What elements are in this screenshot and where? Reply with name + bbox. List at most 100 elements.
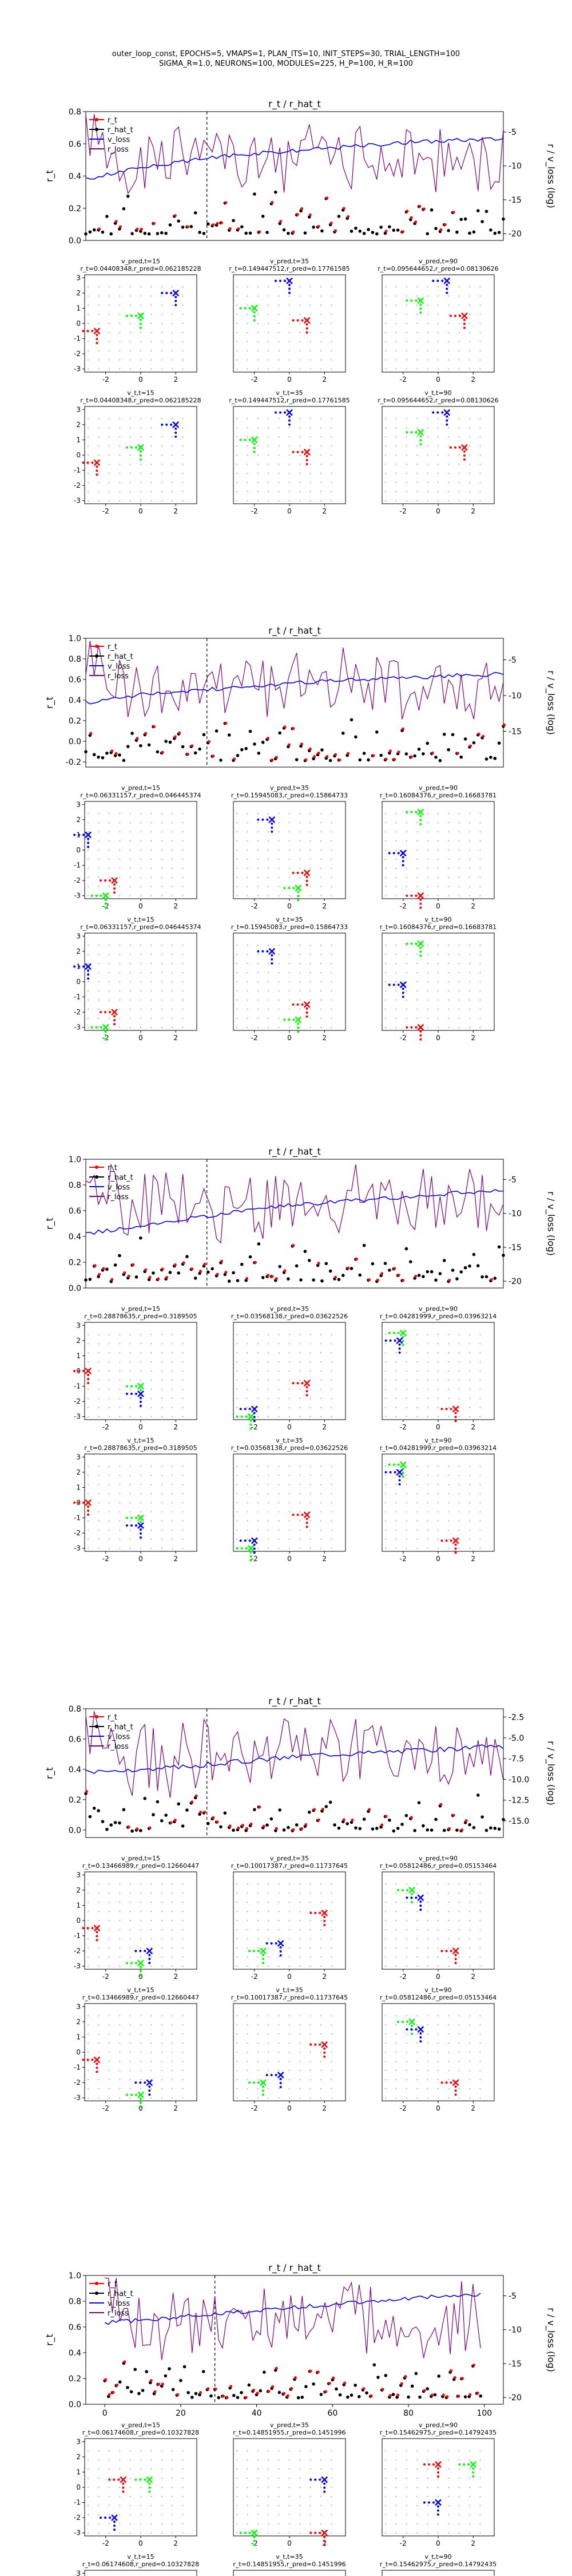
marker-trail-blue — [288, 423, 291, 426]
r-hat-t-point — [232, 1271, 235, 1275]
scatter-x-tick-label: -2 — [102, 1034, 109, 1042]
y-tick-label: 0.0 — [69, 2400, 81, 2409]
lattice-dot — [331, 350, 332, 351]
lattice-dot — [331, 454, 332, 456]
lattice-dot — [119, 2015, 121, 2017]
scatter-y-tick-label: 3 — [76, 932, 81, 940]
lattice-dot — [437, 331, 439, 334]
lattice-dot — [161, 2015, 162, 2017]
lattice-dot — [236, 822, 238, 824]
lattice-dot — [268, 2069, 269, 2071]
lattice-dot — [268, 954, 269, 955]
r-hat-t-point — [493, 1277, 497, 1280]
lattice-dot — [469, 954, 471, 955]
lattice-dot — [320, 831, 322, 833]
r-t-point — [384, 1815, 388, 1818]
scatter-x-tick-label: 2 — [322, 2539, 327, 2547]
lattice-dot — [458, 2523, 460, 2524]
lattice-dot — [479, 1465, 481, 1467]
lattice-dot — [247, 849, 248, 851]
lattice-dot — [288, 813, 291, 815]
lattice-dot — [257, 849, 259, 851]
lattice-dot — [448, 2069, 450, 2071]
lattice-dot — [437, 1484, 439, 1485]
marker-trail-red — [305, 1015, 308, 1018]
chart-block-3: r_t / r_hat_t0.00.20.40.60.81.0r_t-5-10-… — [44, 1146, 557, 1563]
lattice-dot — [172, 840, 173, 842]
lattice-dot — [278, 876, 280, 878]
lattice-dot — [479, 2477, 481, 2479]
marker-trail-red — [108, 2478, 111, 2481]
scatter-x-tick-label: 2 — [173, 1423, 178, 1431]
lattice-dot — [182, 2468, 184, 2470]
r-t-point — [207, 740, 210, 744]
lattice-dot — [182, 1883, 184, 1885]
lattice-dot — [309, 858, 311, 860]
marker-trail-red — [87, 1510, 90, 1512]
r-hat-t-point — [194, 2392, 198, 2396]
marker-trail-green — [419, 815, 422, 817]
lattice-dot — [299, 445, 301, 447]
marker-trail-green — [402, 1336, 404, 1338]
marker-trail-blue — [78, 833, 81, 836]
lattice-dot — [182, 500, 184, 501]
r-hat-t-point — [143, 231, 147, 235]
marker-x-green — [251, 305, 258, 312]
r-hat-t-point — [371, 231, 375, 234]
scatter-subtitle: r_t=0.03568138,r_pred=0.03622526 — [231, 1313, 348, 1320]
lattice-dot — [437, 1334, 439, 1336]
lattice-dot — [299, 1529, 301, 1531]
r-t-point — [300, 1827, 304, 1831]
r-hat-t-point — [244, 231, 248, 235]
lattice-dot — [479, 2504, 481, 2506]
r-loss-line — [105, 2277, 481, 2360]
lattice-dot — [129, 1902, 131, 1903]
marker-trail-red — [292, 1003, 295, 1006]
lattice-dot — [479, 2486, 481, 2488]
r-hat-t-point — [177, 219, 181, 223]
lattice-dot — [247, 2514, 248, 2515]
lattice-dot — [320, 368, 322, 370]
lattice-dot — [150, 1511, 152, 1513]
scatter-y-tick-label: 3 — [76, 274, 81, 282]
lattice-dot — [161, 331, 162, 334]
lattice-dot — [309, 2079, 311, 2080]
lattice-dot — [448, 1343, 450, 1345]
marker-trail-green — [100, 1026, 102, 1029]
lattice-dot — [278, 1406, 280, 1408]
lattice-dot — [416, 2486, 418, 2488]
scatter-x-tick-label: 0 — [138, 2104, 143, 2112]
lattice-dot — [395, 1388, 397, 1390]
lattice-dot — [172, 463, 173, 465]
lattice-dot — [320, 1379, 322, 1381]
lattice-dot — [416, 1397, 418, 1399]
lattice-dot — [288, 2523, 291, 2524]
marker-trail-blue — [248, 1539, 251, 1542]
lattice-dot — [320, 2069, 322, 2071]
lattice-dot — [448, 1529, 450, 1531]
marker-x-blue — [399, 850, 407, 857]
lattice-dot — [140, 981, 142, 983]
lattice-dot — [309, 286, 311, 288]
r-hat-t-point — [219, 758, 223, 762]
lattice-dot — [98, 1017, 100, 1019]
marker-trail-green — [410, 811, 413, 813]
lattice-dot — [88, 427, 89, 429]
lattice-dot — [98, 1529, 100, 1531]
x-tick-label: 0 — [102, 2409, 108, 2418]
marker-trail-red — [96, 2063, 98, 2065]
marker-x-green — [102, 892, 109, 899]
legend-label-r-loss: r_loss — [108, 1743, 129, 1751]
marker-trail-red — [440, 1539, 443, 1542]
lattice-dot — [140, 2532, 142, 2534]
marker-trail-red — [87, 1506, 90, 1508]
marker-trail-blue — [126, 1392, 128, 1395]
r-hat-t-point — [354, 735, 357, 739]
r-t-point — [321, 1808, 324, 1811]
r-hat-t-point — [438, 1272, 442, 1275]
lattice-dot — [299, 454, 301, 456]
marker-trail-red — [406, 894, 408, 897]
lattice-dot — [182, 1388, 184, 1390]
lattice-dot — [288, 1343, 291, 1345]
lattice-dot — [129, 2477, 131, 2479]
